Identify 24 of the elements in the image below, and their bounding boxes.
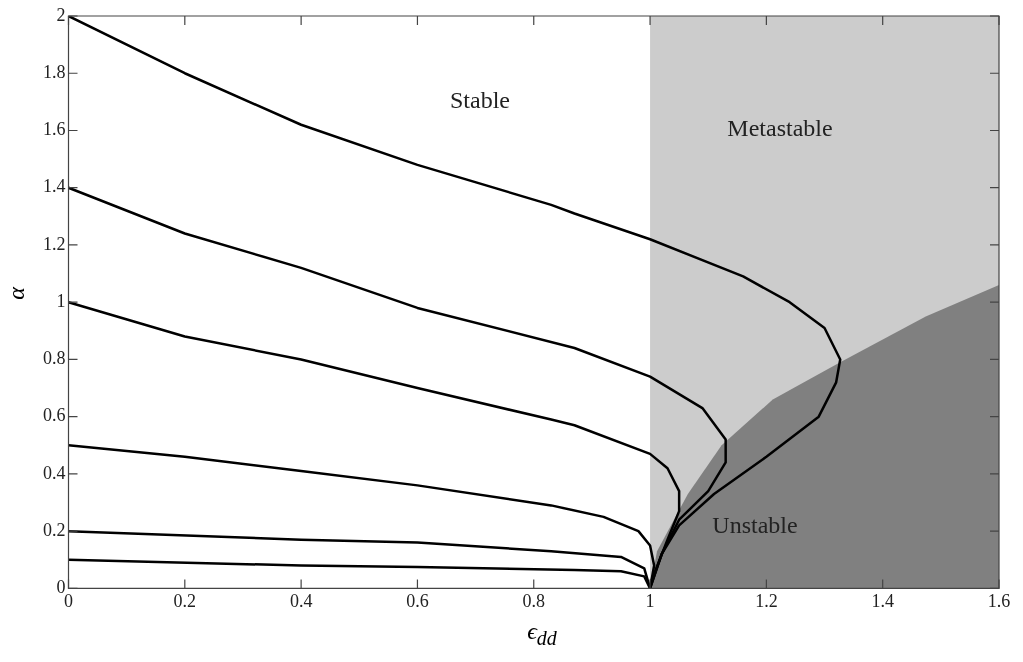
y-tick-label: 0.4 [43, 462, 66, 483]
y-tick-label: 1.8 [43, 61, 66, 82]
x-tick-label: 0.4 [289, 590, 313, 611]
x-tick-label: 0.8 [522, 590, 545, 611]
y-tick-label: 1.4 [43, 176, 66, 197]
x-axis-title: ϵ$_{dd}$ [526, 618, 558, 650]
x-tick-label: 1 [645, 590, 655, 611]
annotation: Stable [450, 86, 510, 114]
annotation: Metastable [727, 114, 833, 142]
y-tick-label: 0.8 [43, 348, 66, 369]
x-tick-label: 1.4 [871, 590, 894, 611]
y-tick-label: 1 [56, 290, 66, 311]
x-tick-label: 1.2 [755, 590, 778, 611]
y-tick-label: 2 [56, 4, 66, 25]
annotation: Unstable [712, 511, 798, 539]
y-tick-label: 1.6 [43, 119, 66, 140]
x-tick-label: 1.6 [987, 590, 1011, 611]
x-tick-label: 0.6 [406, 590, 429, 611]
y-tick-label: 0.6 [43, 405, 66, 426]
y-tick-label: 0 [56, 577, 66, 598]
y-tick-label: 1.2 [43, 233, 66, 254]
x-tick-label: 0.2 [173, 590, 197, 611]
y-tick-label: 0.2 [43, 519, 66, 540]
y-axis-title: α [2, 287, 30, 300]
